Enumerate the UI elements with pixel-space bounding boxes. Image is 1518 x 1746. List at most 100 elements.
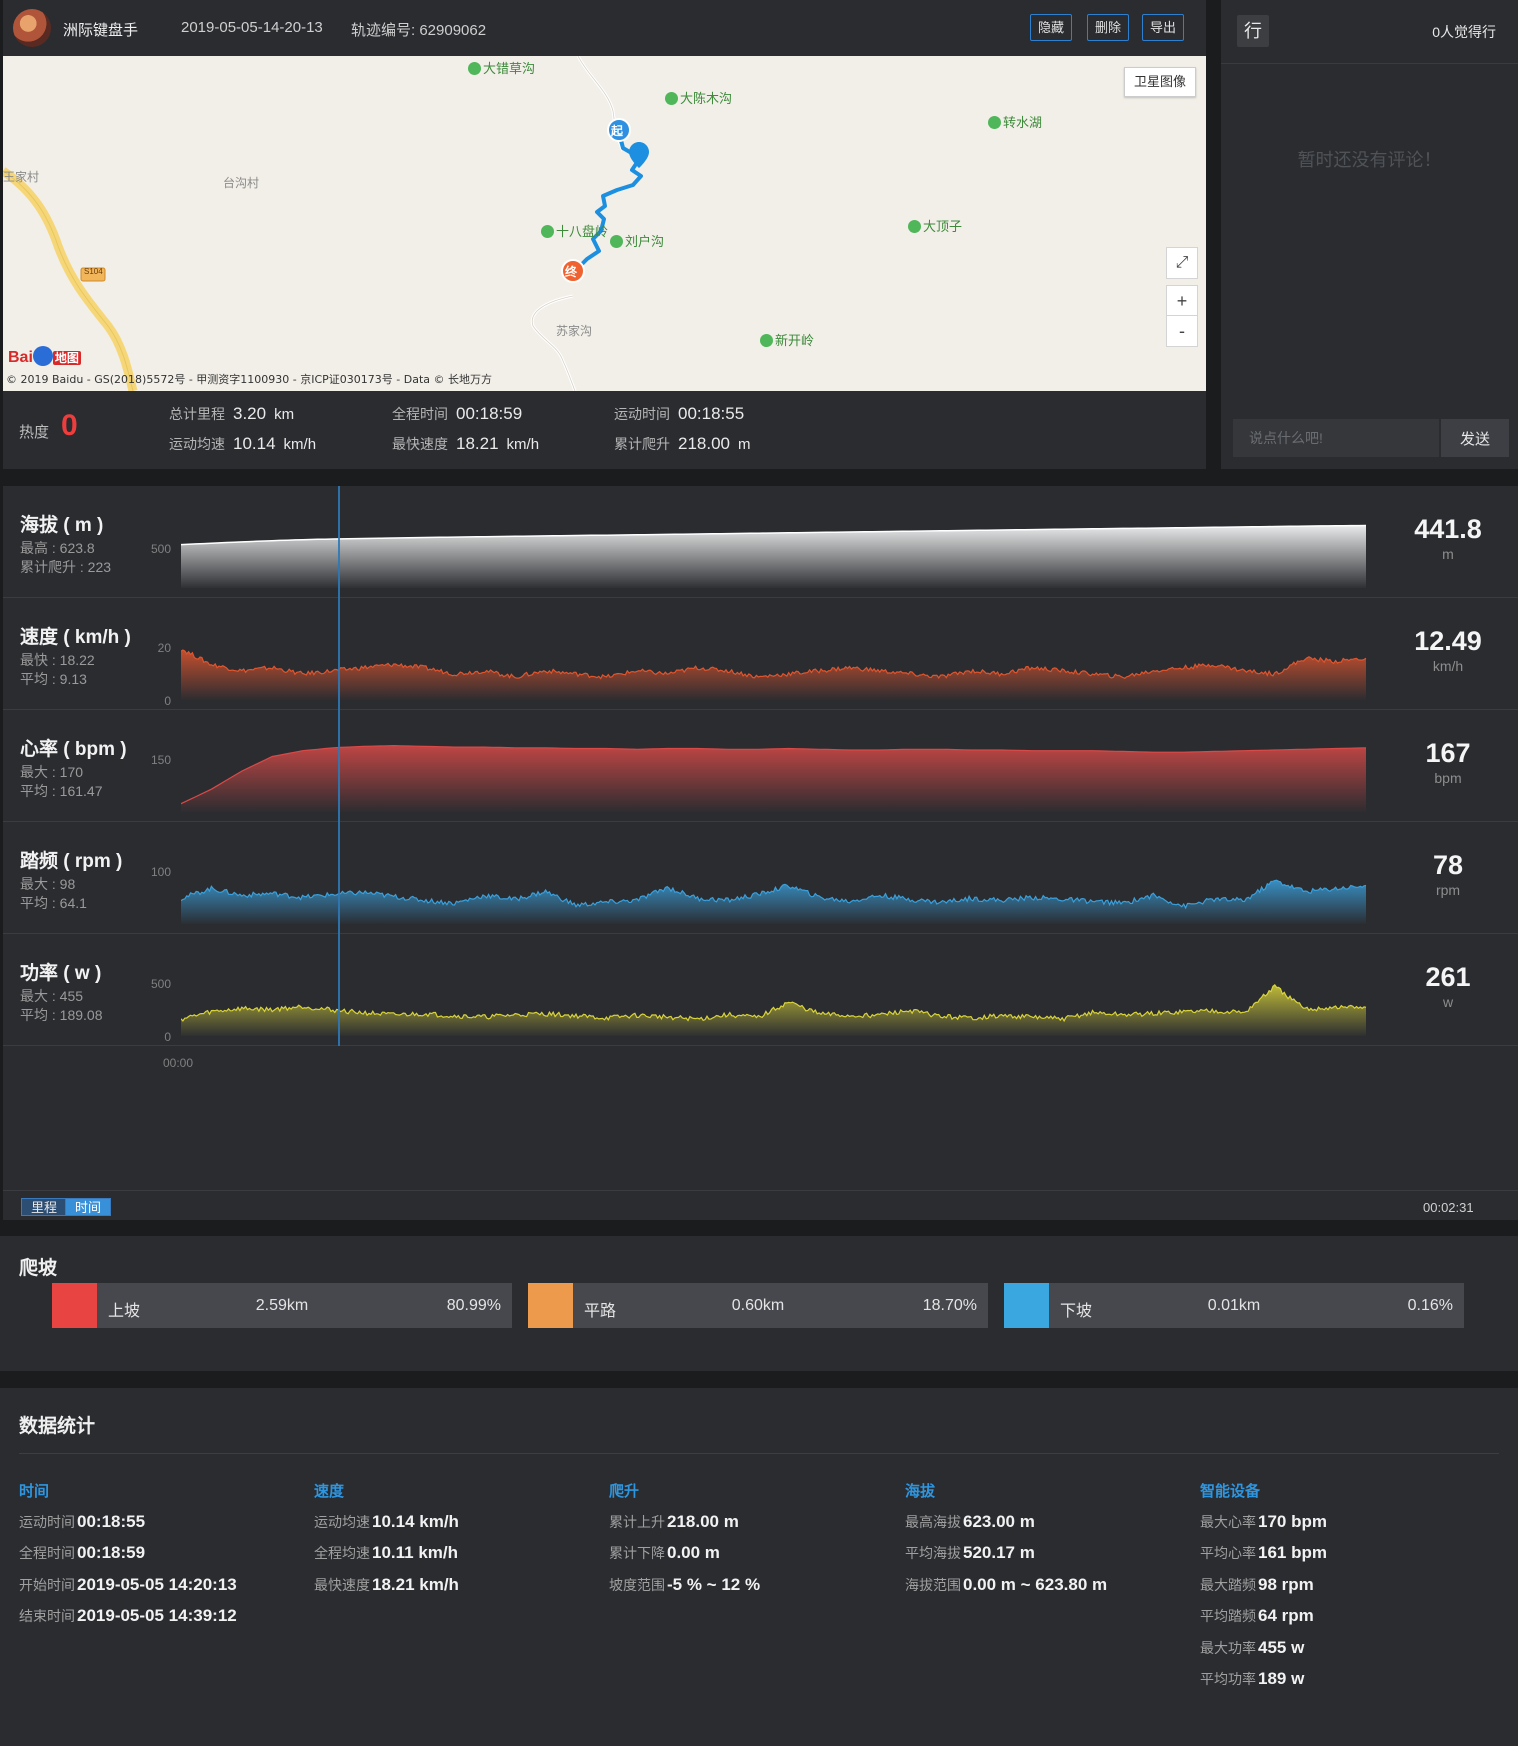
current-unit: bpm: [1434, 770, 1462, 786]
poi-label[interactable]: 十八盘岭: [541, 221, 608, 240]
fullscreen-icon[interactable]: ⤢: [1166, 247, 1198, 279]
mountain-icon: [610, 235, 623, 248]
current-value: 261: [1425, 962, 1471, 992]
chart-stat: 累计爬升 : 223: [20, 559, 112, 575]
stat-value: 18.21 km/h: [372, 1574, 459, 1594]
stats-column: 爬升 累计上升 218.00 m 累计下降 0.00 m 坡度范围 -5 % ~ 12 %: [609, 1480, 760, 1606]
stats-row: 最快速度 18.21 km/h: [314, 1575, 459, 1606]
series-area: [181, 984, 1366, 1036]
stat-value: 189 w: [1258, 1668, 1305, 1688]
baidu-map-logo[interactable]: Bai 地图: [8, 346, 81, 367]
end-marker[interactable]: 终: [565, 265, 578, 279]
chart-row-speed: 速度 ( km/h ) 最快 : 18.22 平均 : 9.13 20 0 12.49 km…: [3, 598, 1518, 710]
chart-row-altitude: 海拔 ( m ) 最高 : 623.8 累计爬升 : 223 500 441.8 m: [3, 486, 1518, 598]
mountain-icon: [988, 116, 1001, 129]
stat-value: 64 rpm: [1258, 1606, 1314, 1626]
stat-label: 全程均速: [314, 1545, 370, 1562]
stat-value: 0.00 m: [667, 1543, 720, 1563]
stats-column-header: 智能设备: [1200, 1483, 1261, 1500]
chart-cursor[interactable]: [338, 486, 340, 1046]
stat-label: 运动时间: [19, 1514, 75, 1530]
y-tick-label: 100: [150, 865, 171, 879]
stats-row: 最大踏频 98 rpm: [1200, 1575, 1327, 1606]
chart-stat: 平均 : 64.1: [20, 895, 87, 911]
y-tick-label: 150: [150, 753, 171, 767]
divider: [3, 1190, 1518, 1191]
stat-label: 累计上升: [609, 1514, 665, 1530]
stats-row: 开始时间 2019-05-05 14:20:13: [19, 1575, 237, 1606]
uphill-swatch: [52, 1283, 97, 1328]
send-button[interactable]: 发送: [1441, 419, 1509, 457]
chart-stat: 最快 : 18.22: [20, 652, 95, 668]
map-canvas: [3, 56, 649, 391]
poi-label[interactable]: 大陈木沟: [665, 88, 732, 107]
stats-row: 坡度范围 -5 % ~ 12 %: [609, 1575, 760, 1606]
route-map[interactable]: S104 起 终 大错草沟 大陈木沟 转水湖 十八盘岭 刘户沟 大顶子 新开岭 …: [3, 56, 1206, 391]
stats-row: 结束时间 2019-05-05 14:39:12: [19, 1606, 237, 1637]
climb-distance: 0.60km: [731, 1297, 785, 1314]
stat-label: 最大心率: [1200, 1514, 1256, 1530]
chart-title: 踏频 ( rpm ): [20, 851, 123, 872]
stat-value: 0.00 m ~ 623.80 m: [963, 1574, 1108, 1594]
stats-row: 最高海拔 623.00 m: [905, 1512, 1107, 1543]
climb-panel: 爬坡 上坡 2.59km 80.99% 平路 0.60km 18.70% 下坡 …: [0, 1236, 1518, 1371]
heat-value: 0: [61, 409, 78, 442]
stat-label: 累计下降: [609, 1545, 665, 1562]
ride-summary: 热度 0 总计里程 3.20 km 运动均速 10.14 km/h 全程时间 00:18:…: [3, 391, 1206, 469]
chart-plot-heart_rate[interactable]: [181, 710, 1374, 822]
stats-title: 数据统计: [19, 1416, 96, 1437]
current-value: 441.8: [1414, 514, 1482, 544]
stats-row: 累计上升 218.00 m: [609, 1512, 760, 1543]
poi-label[interactable]: 刘户沟: [610, 231, 664, 250]
comment-input[interactable]: [1233, 419, 1439, 457]
chart-plot-speed[interactable]: [181, 598, 1374, 710]
stat-value: 98 rpm: [1258, 1574, 1314, 1594]
chart-stat: 最大 : 455: [20, 988, 84, 1004]
y-tick-label: 500: [150, 542, 171, 556]
stat-value: 170 bpm: [1258, 1512, 1327, 1531]
poi-label[interactable]: 大顶子: [908, 216, 962, 235]
series-area: [181, 745, 1366, 812]
stat-value: 520.17 m: [963, 1543, 1035, 1563]
like-icon[interactable]: 行: [1237, 15, 1269, 47]
stat-label: 开始时间: [19, 1576, 75, 1593]
total-distance: 总计里程 3.20 km: [169, 404, 295, 423]
user-name[interactable]: 洲际键盘手: [63, 22, 139, 39]
chart-stat: 最大 : 170: [20, 764, 84, 780]
chart-plot-altitude[interactable]: [181, 486, 1374, 598]
avatar[interactable]: [13, 9, 51, 47]
stat-label: 平均功率: [1200, 1670, 1256, 1687]
chart-plot-power[interactable]: [181, 934, 1374, 1046]
chart-row-power: 功率 ( w ) 最大 : 455 平均 : 189.08 500 0 261 w: [3, 934, 1518, 1046]
satellite-toggle[interactable]: 卫星图像: [1124, 67, 1196, 97]
track-date: 2019-05-05-14-20-13: [181, 19, 323, 36]
poi-label[interactable]: 新开岭: [760, 330, 814, 349]
empty-comments-message: 暂时还没有评论！: [1297, 150, 1442, 170]
poi-label[interactable]: 大错草沟: [468, 58, 535, 77]
stat-label: 海拔范围: [905, 1576, 961, 1593]
climb-downhill: 下坡 0.01km 0.16%: [1004, 1283, 1464, 1328]
toggle-time-button[interactable]: 时间: [65, 1198, 112, 1216]
stat-value: 2019-05-05 14:20:13: [77, 1574, 237, 1594]
hide-button[interactable]: 隐藏: [1030, 14, 1073, 41]
chart-title: 功率 ( w ): [20, 963, 102, 984]
chart-stat: 平均 : 161.47: [20, 783, 103, 799]
chart-stat: 最大 : 98: [20, 876, 76, 892]
stats-row: 海拔范围 0.00 m ~ 623.80 m: [905, 1575, 1107, 1606]
start-marker[interactable]: 起: [611, 124, 624, 138]
current-unit: m: [1442, 546, 1454, 562]
zoom-in-button[interactable]: +: [1166, 285, 1198, 317]
stats-row: 运动均速 10.14 km/h: [314, 1512, 459, 1543]
delete-button[interactable]: 删除: [1087, 14, 1130, 41]
stat-value: 10.14 km/h: [372, 1512, 459, 1531]
toggle-distance-button[interactable]: 里程: [21, 1198, 68, 1216]
climb-uphill: 上坡 2.59km 80.99%: [52, 1283, 512, 1328]
village-label: 苏家沟: [556, 324, 593, 338]
stat-label: 运动均速: [314, 1514, 370, 1530]
x-axis-start-label: 00:00: [163, 1056, 194, 1070]
zoom-out-button[interactable]: -: [1166, 315, 1198, 347]
stats-column: 时间 运动时间 00:18:55 全程时间 00:18:59 开始时间 2019-05-05…: [19, 1480, 237, 1638]
export-button[interactable]: 导出: [1142, 14, 1185, 41]
chart-plot-cadence[interactable]: [181, 822, 1374, 934]
poi-label[interactable]: 转水湖: [988, 112, 1042, 131]
